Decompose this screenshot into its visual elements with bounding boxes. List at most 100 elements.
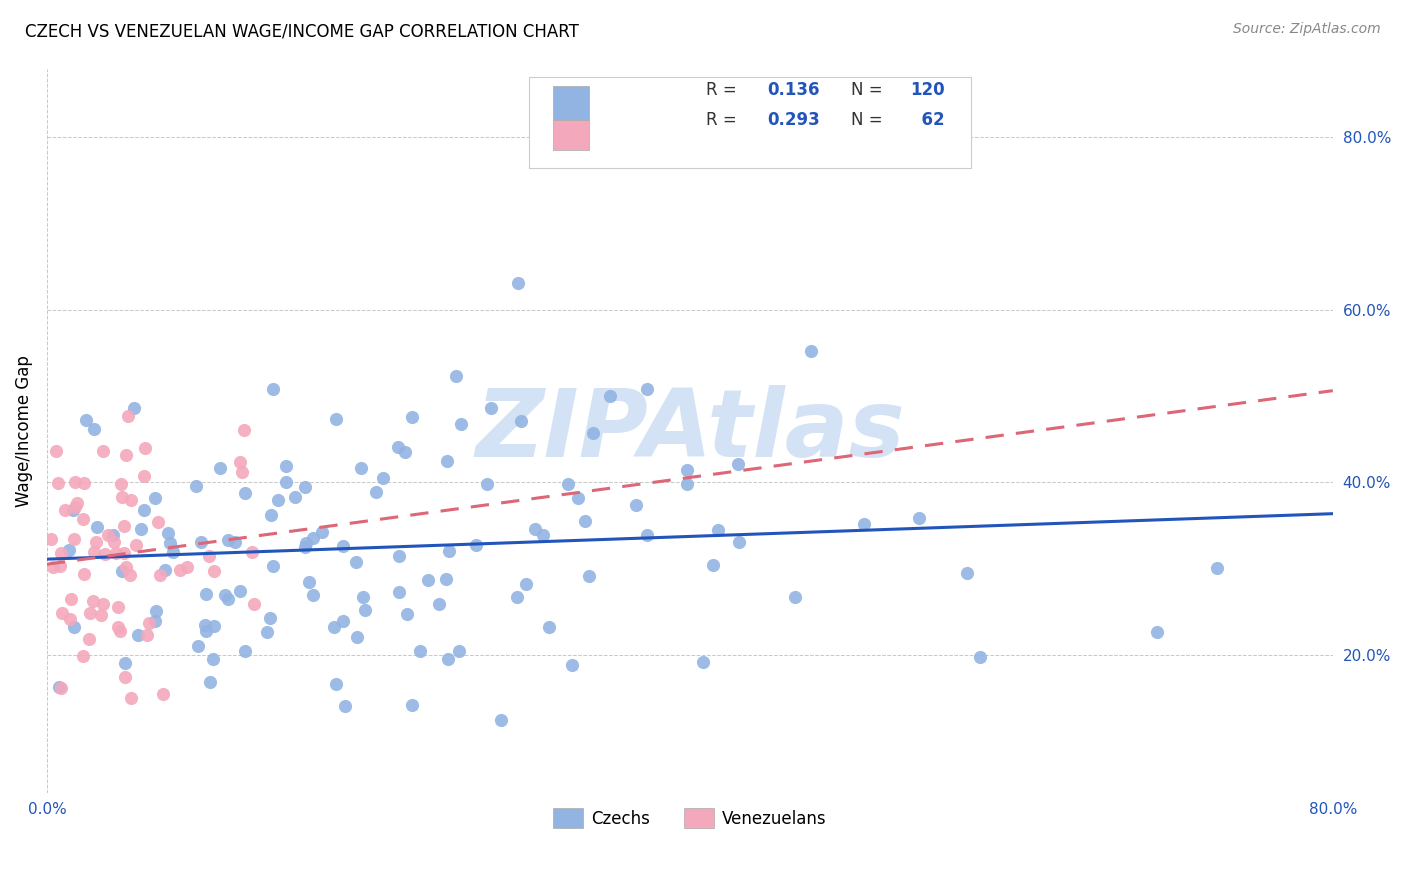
Venezuelans [176,559,198,574]
Czechs [728,535,751,549]
Czechs [409,643,432,657]
Czechs [262,382,284,396]
Czechs [561,658,583,673]
Venezuelans [49,546,72,560]
Venezuelans [120,691,142,706]
Venezuelans [134,469,156,483]
Czechs [508,276,530,290]
Czechs [229,583,252,598]
Czechs [956,566,979,580]
Venezuelans [169,563,191,577]
Czechs [675,476,697,491]
Czechs [233,644,256,658]
Venezuelans [45,443,67,458]
Czechs [194,618,217,632]
Czechs [969,649,991,664]
Czechs [582,425,605,440]
Czechs [48,680,70,694]
Czechs [111,564,134,578]
Venezuelans [51,681,73,695]
Czechs [394,445,416,459]
Venezuelans [103,535,125,549]
Czechs [401,698,423,713]
Venezuelans [108,624,131,638]
Czechs [636,528,658,542]
Venezuelans [90,607,112,622]
Venezuelans [51,606,73,620]
Czechs [302,531,325,545]
Czechs [224,535,246,549]
Czechs [578,568,600,582]
Czechs [209,461,232,475]
Czechs [259,611,281,625]
Czechs [233,486,256,500]
Venezuelans [83,545,105,559]
Czechs [332,614,354,628]
Venezuelans [115,559,138,574]
Czechs [524,522,547,536]
Czechs [260,508,283,522]
Czechs [538,620,561,634]
Czechs [702,558,724,572]
Venezuelans [84,535,107,549]
Venezuelans [198,549,221,563]
Czechs [311,525,333,540]
Venezuelans [91,443,114,458]
Czechs [449,643,471,657]
Venezuelans [60,591,83,606]
Czechs [783,591,806,605]
Czechs [436,453,458,467]
Czechs [515,577,537,591]
FancyBboxPatch shape [553,120,589,151]
Czechs [217,592,239,607]
Czechs [145,604,167,618]
Czechs [195,587,218,601]
Czechs [636,382,658,396]
Czechs [274,458,297,473]
Venezuelans [202,564,225,578]
Venezuelans [229,455,252,469]
Czechs [366,485,388,500]
Czechs [1206,561,1229,575]
Czechs [479,401,502,415]
Czechs [262,559,284,574]
Venezuelans [136,628,159,642]
Czechs [198,675,221,690]
Czechs [194,624,217,639]
Czechs [284,490,307,504]
Czechs [350,461,373,475]
Czechs [416,573,439,587]
Venezuelans [53,503,76,517]
Text: R =: R = [706,81,742,99]
Czechs [325,412,347,426]
Venezuelans [104,546,127,560]
Czechs [83,422,105,436]
Czechs [86,520,108,534]
Czechs [294,540,316,554]
Czechs [388,549,411,563]
Venezuelans [146,515,169,529]
Czechs [302,588,325,602]
Czechs [437,544,460,558]
Venezuelans [77,632,100,646]
Czechs [1146,624,1168,639]
Venezuelans [63,533,86,547]
Venezuelans [79,606,101,620]
Czechs [332,539,354,553]
Czechs [437,651,460,665]
Czechs [707,523,730,537]
Text: N =: N = [851,81,887,99]
Czechs [294,480,316,494]
Text: 62: 62 [910,112,945,129]
Czechs [122,401,145,416]
Venezuelans [112,519,135,533]
Czechs [531,528,554,542]
Czechs [352,590,374,604]
Venezuelans [117,409,139,423]
FancyBboxPatch shape [553,86,589,120]
Text: 120: 120 [910,81,945,99]
Czechs [333,699,356,714]
Venezuelans [114,546,136,560]
Czechs [325,677,347,691]
Czechs [127,628,149,642]
